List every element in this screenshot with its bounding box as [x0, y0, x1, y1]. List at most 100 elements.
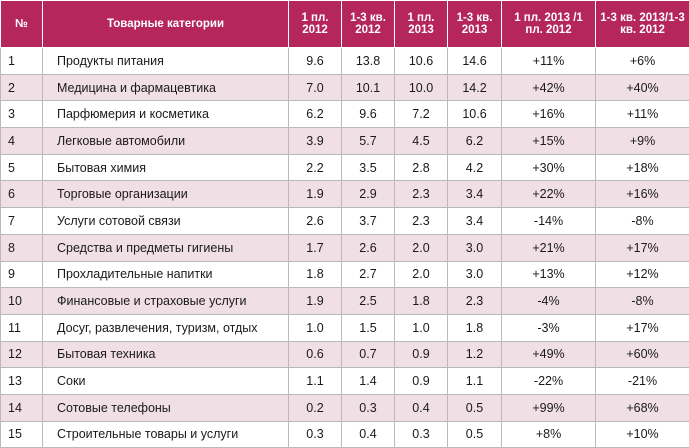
- row-number: 13: [0, 367, 43, 395]
- row-number: 14: [0, 393, 43, 422]
- q1-3-2013-value: 10.6: [447, 100, 502, 129]
- table-row: 6 Торговые организации 1.9 2.9 2.3 3.4 +22% +16…: [0, 180, 689, 209]
- table-row: 11 Досуг, развлечения, туризм, отдых 1.0 1.…: [0, 313, 689, 342]
- h1-change-value: +42%: [501, 73, 596, 102]
- h1-change-value: +99%: [501, 393, 596, 422]
- q1-3-change-value: +12%: [595, 260, 689, 289]
- q1-3-2012-value: 3.7: [341, 207, 395, 235]
- h1-2013-value: 10.0: [394, 73, 448, 102]
- h1-2012-value: 7.0: [288, 73, 342, 102]
- category-name: Парфюмерия и косметика: [42, 100, 289, 129]
- table-row: 5 Бытовая химия 2.2 3.5 2.8 4.2 +30% +18%: [0, 153, 689, 182]
- h1-change-value: +13%: [501, 260, 596, 289]
- q1-3-change-value: +11%: [595, 100, 689, 129]
- table-row: 9 Прохладительные напитки 1.8 2.7 2.0 3.0 +13%…: [0, 260, 689, 289]
- category-name: Прохладительные напитки: [42, 260, 289, 289]
- h1-2013-value: 7.2: [394, 100, 448, 129]
- h1-2012-value: 0.6: [288, 340, 342, 369]
- q1-3-2012-value: 10.1: [341, 73, 395, 102]
- q1-3-2013-value: 1.2: [447, 340, 502, 369]
- table-row: 3 Парфюмерия и косметика 6.2 9.6 7.2 10.6 +16%…: [0, 100, 689, 129]
- q1-3-2013-value: 2.3: [447, 287, 502, 315]
- table-row: 8 Средства и предметы гигиены 1.7 2.6 2.0 3.0…: [0, 233, 689, 262]
- h1-change-value: +21%: [501, 233, 596, 262]
- h1-2013-value: 10.6: [394, 47, 448, 75]
- q1-3-2012-value: 2.9: [341, 180, 395, 209]
- q1-3-change-value: +18%: [595, 153, 689, 182]
- h1-2012-value: 1.0: [288, 313, 342, 342]
- header-number: №: [0, 0, 43, 48]
- h1-2012-value: 1.9: [288, 287, 342, 315]
- row-number: 8: [0, 233, 43, 262]
- row-number: 7: [0, 207, 43, 235]
- row-number: 15: [0, 420, 43, 448]
- header-category: Товарные категории: [42, 0, 289, 48]
- h1-change-value: +8%: [501, 420, 596, 448]
- category-name: Торговые организации: [42, 180, 289, 209]
- q1-3-2012-value: 9.6: [341, 100, 395, 129]
- category-name: Бытовая техника: [42, 340, 289, 369]
- q1-3-2013-value: 14.6: [447, 47, 502, 75]
- row-number: 4: [0, 127, 43, 155]
- q1-3-2012-value: 13.8: [341, 47, 395, 75]
- category-name: Средства и предметы гигиены: [42, 233, 289, 262]
- h1-2012-value: 0.2: [288, 393, 342, 422]
- h1-2012-value: 1.8: [288, 260, 342, 289]
- h1-change-value: +22%: [501, 180, 596, 209]
- row-number: 3: [0, 100, 43, 129]
- q1-3-2013-value: 14.2: [447, 73, 502, 102]
- q1-3-change-value: -8%: [595, 287, 689, 315]
- h1-change-value: +16%: [501, 100, 596, 129]
- header-row: № Товарные категории 1 пл. 2012 1-3 кв. …: [0, 0, 689, 48]
- q1-3-2013-value: 3.0: [447, 233, 502, 262]
- category-name: Бытовая химия: [42, 153, 289, 182]
- q1-3-change-value: +17%: [595, 233, 689, 262]
- h1-2013-value: 2.0: [394, 233, 448, 262]
- row-number: 9: [0, 260, 43, 289]
- header-q1-3-change: 1-3 кв. 2013/1-3 кв. 2012: [595, 0, 689, 48]
- row-number: 12: [0, 340, 43, 369]
- h1-change-value: +49%: [501, 340, 596, 369]
- table-row: 7 Услуги сотовой связи 2.6 3.7 2.3 3.4 -14% -8%: [0, 207, 689, 235]
- category-name: Легковые автомобили: [42, 127, 289, 155]
- q1-3-2013-value: 6.2: [447, 127, 502, 155]
- row-number: 11: [0, 313, 43, 342]
- h1-2012-value: 3.9: [288, 127, 342, 155]
- category-name: Досуг, развлечения, туризм, отдых: [42, 313, 289, 342]
- header-q1-3-2012: 1-3 кв. 2012: [341, 0, 395, 48]
- q1-3-2012-value: 2.7: [341, 260, 395, 289]
- q1-3-2012-value: 5.7: [341, 127, 395, 155]
- table-row: 2 Медицина и фармацевтика 7.0 10.1 10.0 14.2 +…: [0, 73, 689, 102]
- q1-3-2013-value: 3.4: [447, 207, 502, 235]
- row-number: 6: [0, 180, 43, 209]
- q1-3-2012-value: 3.5: [341, 153, 395, 182]
- q1-3-change-value: +60%: [595, 340, 689, 369]
- q1-3-2013-value: 0.5: [447, 393, 502, 422]
- q1-3-2013-value: 1.1: [447, 367, 502, 395]
- q1-3-change-value: +9%: [595, 127, 689, 155]
- h1-2013-value: 1.0: [394, 313, 448, 342]
- h1-2012-value: 2.2: [288, 153, 342, 182]
- row-number: 5: [0, 153, 43, 182]
- q1-3-2012-value: 0.3: [341, 393, 395, 422]
- category-name: Услуги сотовой связи: [42, 207, 289, 235]
- header-h1-change: 1 пл. 2013 /1 пл. 2012: [501, 0, 596, 48]
- q1-3-2013-value: 4.2: [447, 153, 502, 182]
- q1-3-2012-value: 1.4: [341, 367, 395, 395]
- h1-2012-value: 9.6: [288, 47, 342, 75]
- table-row: 13 Соки 1.1 1.4 0.9 1.1 -22% -21%: [0, 367, 689, 395]
- category-name: Соки: [42, 367, 289, 395]
- table-body: 1 Продукты питания 9.6 13.8 10.6 14.6 +11% +6% 2…: [0, 47, 689, 448]
- h1-2013-value: 0.9: [394, 367, 448, 395]
- q1-3-2012-value: 2.5: [341, 287, 395, 315]
- table-row: 10 Финансовые и страховые услуги 1.9 2.5 1.8…: [0, 287, 689, 315]
- category-name: Строительные товары и услуги: [42, 420, 289, 448]
- h1-2013-value: 0.9: [394, 340, 448, 369]
- q1-3-change-value: +17%: [595, 313, 689, 342]
- h1-change-value: +11%: [501, 47, 596, 75]
- q1-3-2013-value: 3.4: [447, 180, 502, 209]
- q1-3-change-value: +10%: [595, 420, 689, 448]
- row-number: 1: [0, 47, 43, 75]
- table-row: 12 Бытовая техника 0.6 0.7 0.9 1.2 +49% +60%: [0, 340, 689, 369]
- row-number: 10: [0, 287, 43, 315]
